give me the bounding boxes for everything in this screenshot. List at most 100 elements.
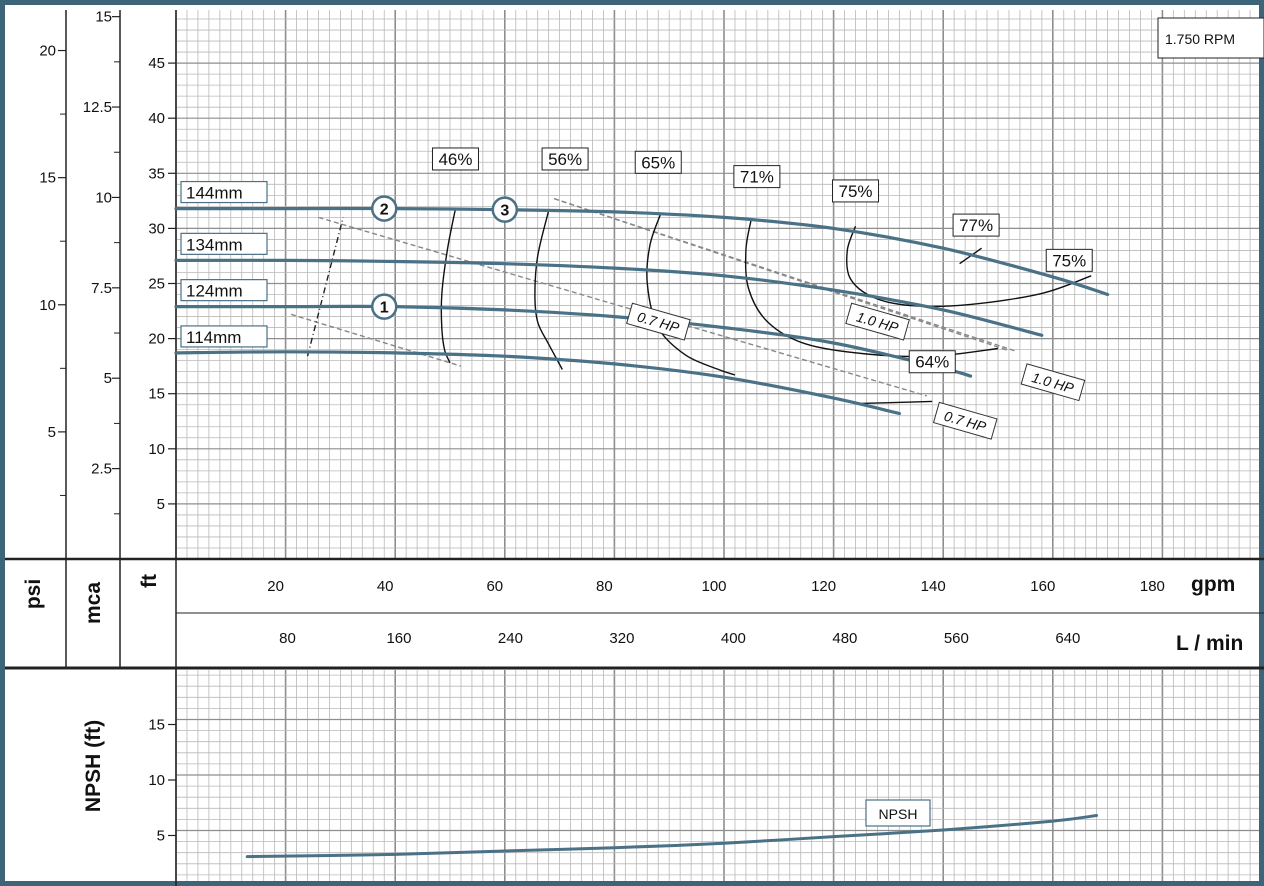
duty-point-label: 2 [380,202,389,219]
chart-labels: 144mm 134mm 124mm 114mm NPSH 46% 56% 65% 71% 75% 7… [180,17,1264,827]
psi-tick-label: 20 [39,43,56,60]
speed-label-box [1157,17,1264,59]
psi-tick-label: 5 [48,424,56,441]
diameter-label-box [180,325,268,348]
lmin-tick-label: 160 [386,630,411,647]
gpm-tick-label: 180 [1140,578,1165,595]
efficiency-label: 75% [1052,251,1086,270]
npsh-label-box [865,799,931,827]
duty-point-label: 3 [500,203,509,220]
lmin-tick-label: 80 [279,630,296,647]
efficiency-label-box [908,350,956,374]
ft-tick-label: 45 [148,55,165,72]
diameter-label-box [180,232,268,255]
efficiency-label: 65% [641,153,675,172]
npsh-curve-label: NPSH [879,806,918,822]
power-line [290,313,462,367]
diameter-label-box [180,180,268,204]
ft-tick-label: 25 [148,276,165,293]
diameter-label: 134mm [186,235,243,254]
efficiency-label-box [733,165,781,189]
gpm-tick-label: 160 [1030,578,1055,595]
power-line [318,216,927,397]
efficiency-label-box [431,147,479,171]
efficiency-label: 46% [438,150,472,169]
lmin-tick-label: 640 [1055,630,1080,647]
duty-point-marker [370,195,398,222]
min-diameter-line [306,217,344,357]
mca-axis-label: mca [82,582,105,624]
lmin-tick-label: 320 [609,630,634,647]
power-label-box [932,401,998,440]
head-curve-114mm [174,350,901,416]
gpm-tick-label: 80 [596,578,613,595]
lmin-tick-label: 240 [498,630,523,647]
efficiency-label: 56% [548,150,582,169]
efficiency-label-box [1045,248,1093,272]
ft-tick-label: 35 [148,165,165,182]
gpm-tick-label: 120 [811,578,836,595]
efficiency-curve [440,208,457,364]
ft-tick-label: 40 [148,110,165,127]
axis-ticks: 510152025303540452.557.51012.51551015202… [22,9,1243,845]
mca-tick-label: 2.5 [91,461,112,478]
diameter-label: 144mm [186,184,243,203]
mca-tick-label: 12.5 [83,99,112,116]
lmin-axis-label: L / min [1176,632,1243,655]
gpm-tick-label: 20 [267,578,284,595]
duty-point-marker [370,293,398,320]
duty-point-label: 1 [380,300,389,317]
efficiency-label-box [541,147,589,171]
lmin-tick-label: 400 [721,630,746,647]
ft-axis-label: ft [138,574,161,588]
chart-overlays [290,197,1015,397]
ft-tick-label: 20 [148,331,165,348]
power-label-box [1020,363,1086,402]
mca-tick-label: 15 [95,9,112,26]
efficiency-label-box [832,179,880,203]
ft-tick-label: 5 [157,496,165,513]
power-label-box [626,302,691,341]
psi-tick-label: 10 [39,297,56,314]
lmin-tick-label: 560 [944,630,969,647]
mca-tick-label: 7.5 [91,280,112,297]
diameter-label: 114mm [186,328,241,347]
efficiency-label: 77% [959,216,993,235]
duty-point-marker [491,196,519,223]
npsh-tick-label: 15 [148,717,165,734]
ft-tick-label: 15 [148,386,165,403]
efficiency-label: 64% [915,353,949,372]
mca-tick-label: 5 [104,370,112,387]
efficiency-label: 71% [740,168,774,187]
diameter-label-box [180,279,268,302]
speed-label: 1.750 RPM [1165,31,1235,47]
gpm-tick-label: 140 [921,578,946,595]
psi-axis-label: psi [22,579,45,609]
gpm-axis-label: gpm [1191,573,1235,596]
npsh-tick-label: 5 [157,828,165,845]
diameter-label: 124mm [186,282,243,301]
ft-tick-label: 30 [148,220,165,237]
npsh-curve [245,814,1099,859]
efficiency-curve [534,210,563,370]
lmin-tick-label: 480 [832,630,857,647]
npsh-tick-label: 10 [148,772,165,789]
gpm-tick-label: 60 [486,578,503,595]
ft-tick-label: 10 [148,441,165,458]
efficiency-label-box [952,213,1000,237]
npsh-grid [175,670,1264,886]
head-curve-134mm [174,258,1044,337]
psi-tick-label: 15 [39,170,56,187]
power-label-box [845,302,910,341]
head-curve-144mm [174,206,1110,297]
gpm-tick-label: 100 [701,578,726,595]
efficiency-label-box [634,150,682,174]
head-curve-124mm [174,304,973,378]
efficiency-label: 75% [839,182,873,201]
npsh-axis-label: NPSH (ft) [82,720,105,812]
power-label-group: 1.0 HP [1020,363,1086,402]
gpm-tick-label: 40 [377,578,394,595]
head-curves [174,206,1110,859]
